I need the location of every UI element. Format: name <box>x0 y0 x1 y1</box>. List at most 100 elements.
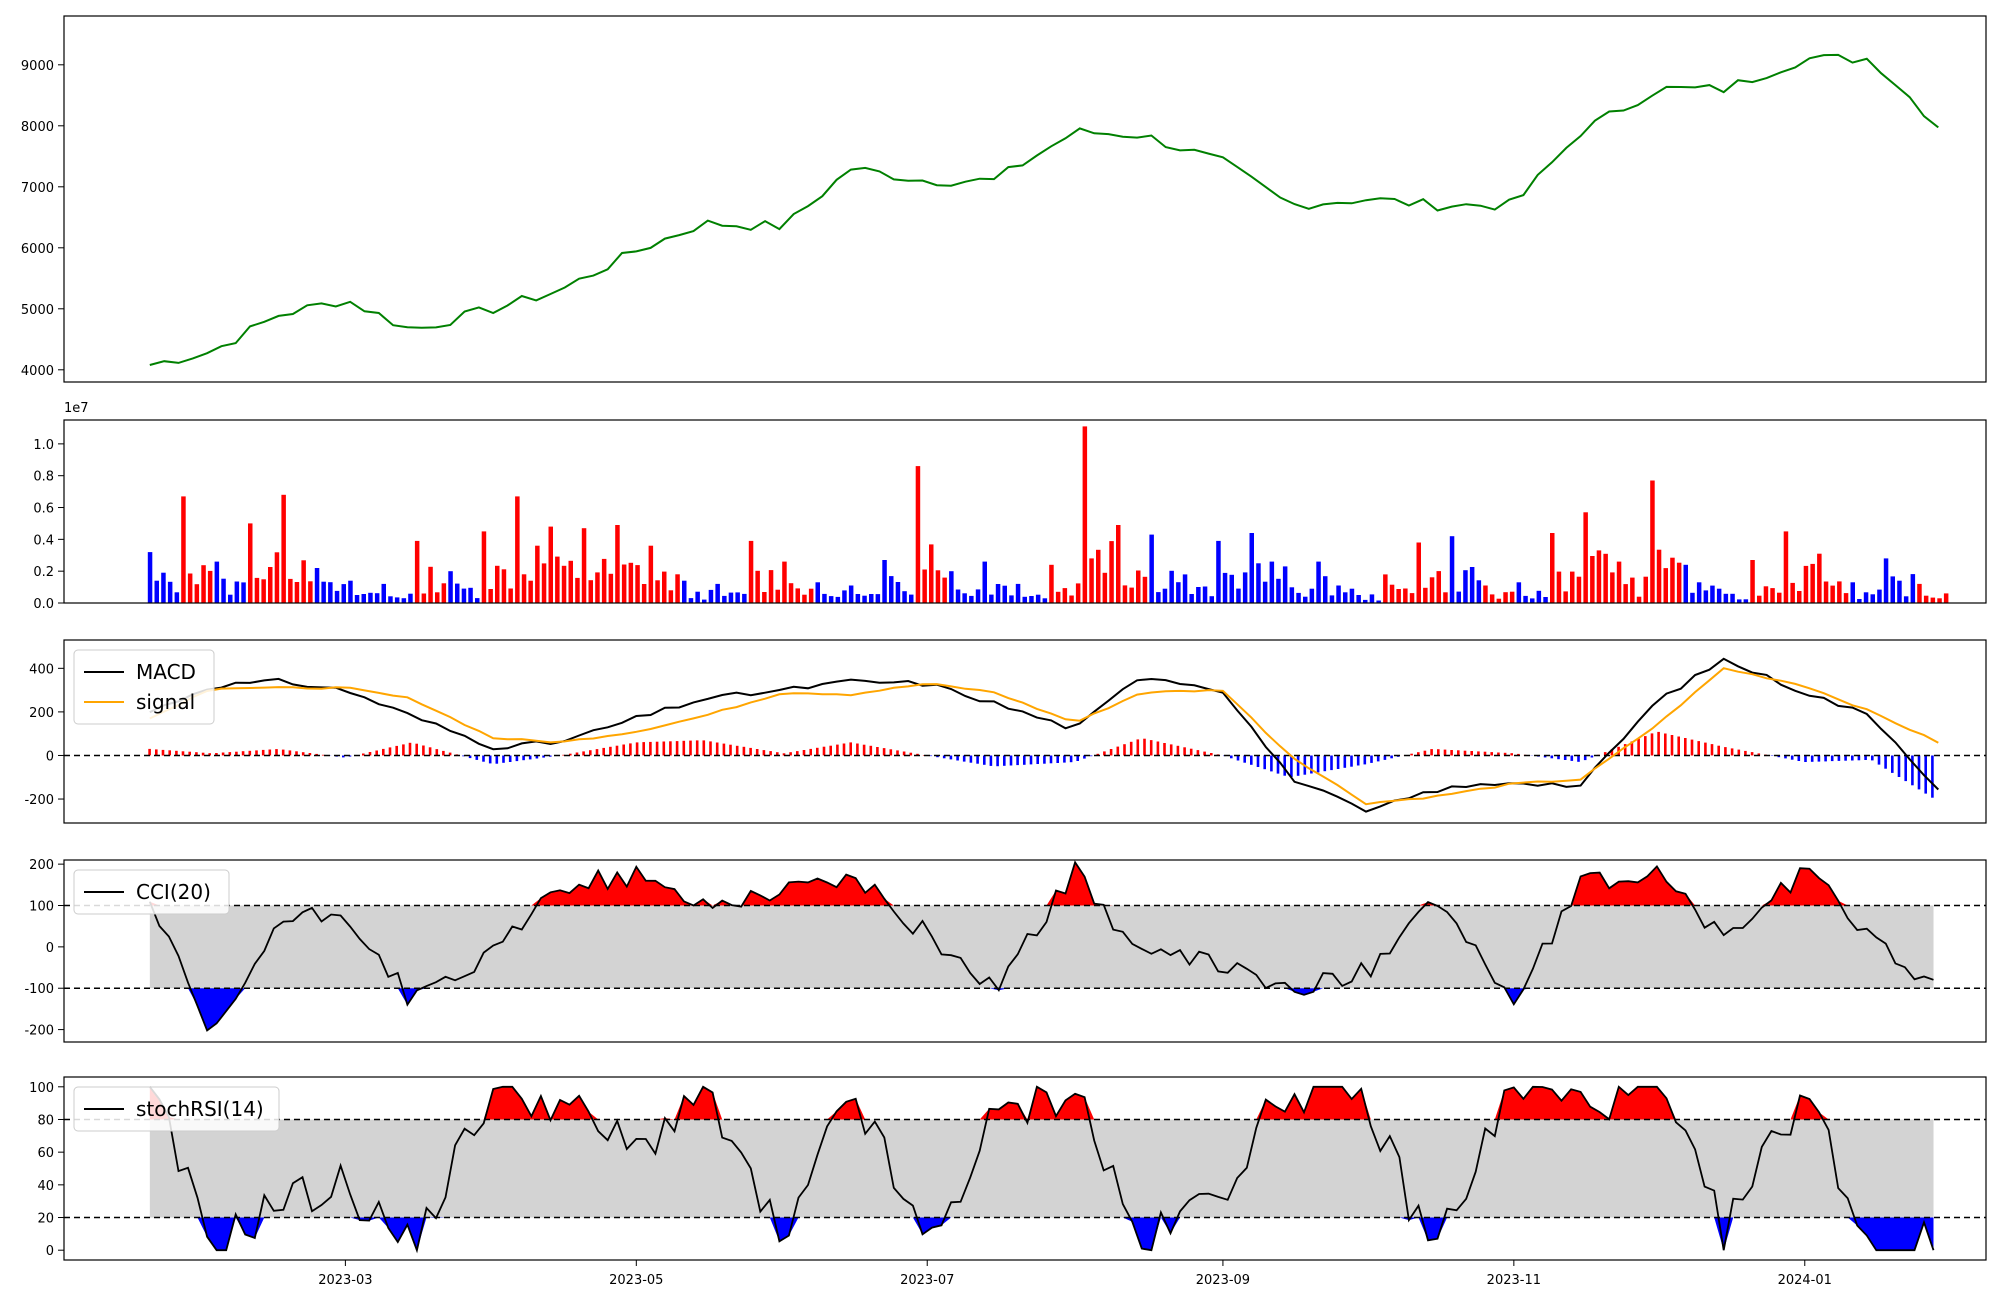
volume-bar <box>1656 549 1662 603</box>
macd-histogram-bar <box>1430 749 1433 756</box>
macd-histogram-bar <box>1750 752 1754 756</box>
macd-histogram-bar <box>1417 752 1420 756</box>
volume-bar <box>301 560 306 603</box>
macd-histogram-bar <box>976 755 979 764</box>
x-tick-label: 2023-05 <box>609 1273 663 1288</box>
macd-histogram-bar <box>742 746 746 756</box>
y-tick-label: 400 <box>29 662 54 677</box>
macd-histogram-bar <box>342 755 345 758</box>
macd-histogram-bar <box>1196 750 1200 756</box>
volume-bar <box>194 584 200 603</box>
volume-bar <box>909 594 914 603</box>
macd-histogram-bar <box>969 755 973 763</box>
macd-histogram-bar <box>1323 755 1327 772</box>
volume-bar <box>288 578 293 603</box>
macd-histogram-bar <box>268 749 272 756</box>
volume-bar <box>261 579 266 603</box>
volume-bar <box>975 589 981 603</box>
macd-histogram-bar <box>1169 744 1173 756</box>
macd-histogram-bar <box>1210 753 1213 756</box>
macd-histogram-bar <box>1310 755 1313 774</box>
volume-bar <box>668 590 674 603</box>
macd-histogram-bar <box>1610 749 1614 756</box>
volume-bar <box>274 552 280 603</box>
volume-bar <box>1710 585 1715 603</box>
macd-histogram-bar <box>522 755 525 761</box>
volume-bar <box>1242 572 1248 603</box>
macd-histogram-bar <box>889 749 893 756</box>
volume-bar <box>915 466 921 603</box>
volume-bar <box>1803 565 1809 603</box>
panel-frame <box>63 15 1987 383</box>
volume-bar <box>1449 536 1455 603</box>
macd-histogram-bar <box>575 752 579 756</box>
volume-bar <box>1216 540 1221 603</box>
macd-histogram-bar <box>1457 750 1460 756</box>
macd-histogram-bar <box>1463 750 1467 756</box>
volume-bar <box>548 526 553 603</box>
macd-histogram-bar <box>1583 755 1587 761</box>
volume-bar <box>1443 592 1448 603</box>
volume-bar <box>1830 585 1835 603</box>
macd-histogram-bar <box>1871 755 1874 761</box>
volume-bar <box>588 580 593 603</box>
macd-histogram-bar <box>1911 755 1914 786</box>
volume-bar <box>1810 563 1815 603</box>
y-tick-label: 0 <box>46 749 54 764</box>
volume-bar <box>455 583 460 603</box>
macd-histogram-bar <box>1563 755 1567 760</box>
volume-bar <box>601 558 607 603</box>
macd-histogram-bar <box>896 750 899 756</box>
macd-histogram-bar <box>615 745 619 756</box>
volume-bar <box>1690 592 1695 603</box>
legend-box <box>73 1086 280 1132</box>
volume-bar <box>1716 588 1722 603</box>
volume-bar <box>254 577 260 603</box>
volume-bar <box>1209 596 1214 603</box>
macd-histogram-bar <box>1603 752 1607 756</box>
macd-histogram-bar <box>388 747 392 756</box>
volume-bar <box>354 595 360 603</box>
volume-bar <box>147 552 153 603</box>
macd-histogram-bar <box>188 751 191 756</box>
macd-histogram-bar <box>1276 755 1280 774</box>
panel-frame <box>63 1076 1987 1261</box>
macd-histogram-bar <box>1256 755 1260 767</box>
macd-histogram-bar <box>1884 755 1887 769</box>
macd-histogram-bar <box>1830 755 1834 762</box>
volume-bar <box>1149 534 1154 603</box>
volume-bar <box>1369 594 1375 603</box>
macd-histogram-bar <box>215 753 218 756</box>
volume-bar <box>995 584 1001 603</box>
macd-histogram-bar <box>1483 751 1487 756</box>
volume-bar <box>595 572 600 603</box>
macd-histogram-bar <box>589 750 592 756</box>
macd-histogram-bar <box>515 755 519 762</box>
legend-layer: MACD signal CCI(20) stochRSI(14) <box>73 649 280 1132</box>
volume-bar <box>969 595 974 603</box>
macd-histogram-bar <box>1730 748 1734 756</box>
macd-histogram-bar <box>1470 751 1473 756</box>
macd-histogram-bar <box>1123 744 1126 756</box>
volume-bar <box>1897 580 1902 603</box>
volume-bar <box>621 564 627 603</box>
macd-histogram-bar <box>715 742 719 756</box>
macd-histogram-bar <box>1497 752 1500 756</box>
macd-histogram-bar <box>1423 750 1427 756</box>
volume-bar <box>1236 588 1241 603</box>
macd-histogram-bar <box>1664 733 1667 756</box>
macd-histogram-bar <box>655 741 659 756</box>
volume-bar <box>308 581 313 603</box>
panel-frame <box>63 419 1987 604</box>
volume-bar <box>555 556 560 603</box>
volume-bar <box>1737 599 1742 603</box>
macd-histogram-bar <box>722 743 726 756</box>
volume-bar <box>1857 599 1862 603</box>
macd-histogram-bar <box>281 749 285 756</box>
macd-histogram-bar <box>1316 755 1320 773</box>
macd-histogram-bar <box>1917 755 1921 790</box>
volume-bar <box>902 591 907 603</box>
volume-bar <box>641 584 647 603</box>
macd-histogram-bar <box>1704 742 1707 756</box>
volume-bar <box>788 583 794 603</box>
